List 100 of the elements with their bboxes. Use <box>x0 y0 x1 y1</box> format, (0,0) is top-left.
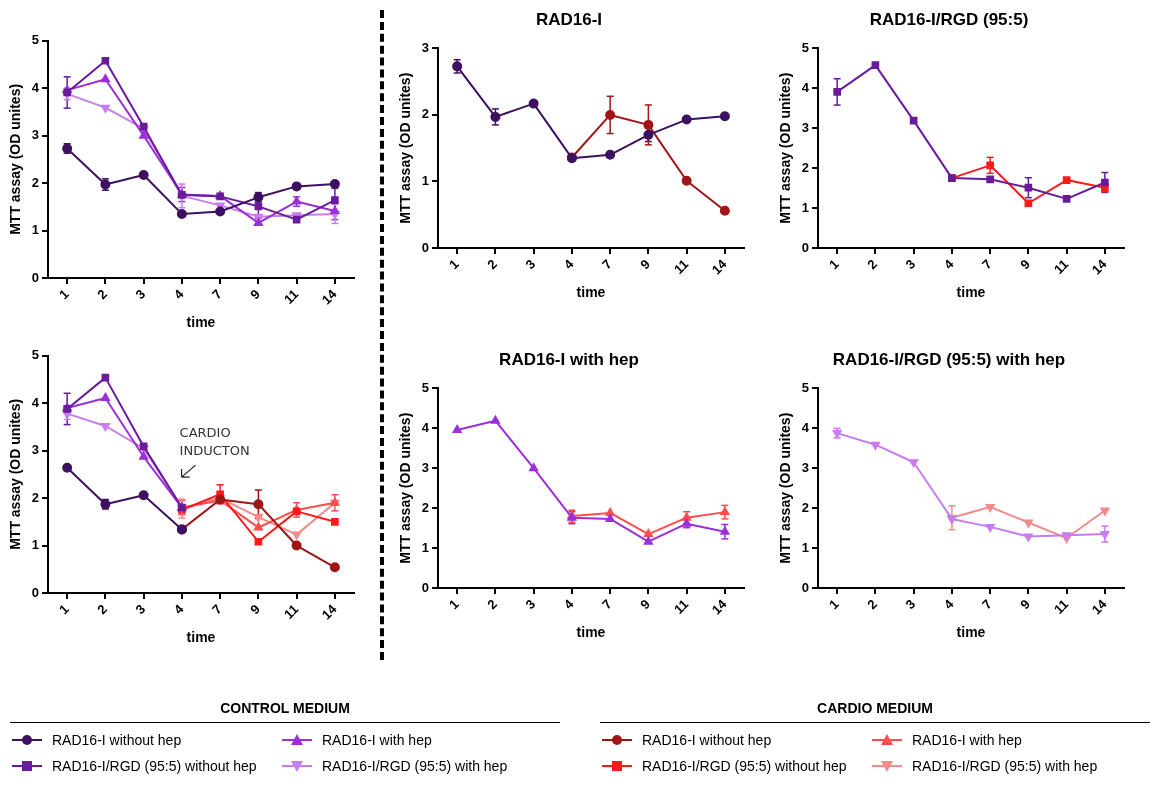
y-tick-label: 3 <box>31 442 40 458</box>
y-tick-label: 1 <box>31 222 40 238</box>
y-tick-label: 3 <box>421 459 430 475</box>
x-tick-label: 4 <box>170 600 188 618</box>
x-tick-label: 9 <box>637 256 654 273</box>
y-tick-label: 2 <box>801 499 810 515</box>
annotation: CARDIO INDUCTON <box>179 425 250 459</box>
y-tick-label: 2 <box>801 159 810 175</box>
x-tick-label: 3 <box>522 256 539 273</box>
x-tick-label: 1 <box>826 256 842 273</box>
x-tick-label: 14 <box>1088 255 1111 278</box>
legend-label: RAD16-I without hep <box>642 732 772 748</box>
x-tick-label: 14 <box>1088 595 1111 618</box>
x-tick-label: 2 <box>484 256 501 273</box>
x-tick-label: 11 <box>1050 596 1072 617</box>
x-tick-label: 3 <box>522 596 539 613</box>
y-tick-label: 1 <box>421 173 430 189</box>
y-tick-label: 5 <box>31 32 40 48</box>
y-tick-label: 4 <box>31 79 40 95</box>
x-tick-label: 1 <box>446 256 462 273</box>
y-tick-label: 2 <box>421 499 430 515</box>
text: CARDIO MEDIUM <box>600 700 1150 723</box>
x-axis-title: time <box>576 284 606 301</box>
x-tick-label: 4 <box>940 595 958 613</box>
y-axis-title: MTT assay (OD unites) <box>777 412 794 564</box>
x-tick-label: 7 <box>209 286 225 303</box>
legend-label: RAD16-I/RGD (95:5) without hep <box>642 758 847 774</box>
y-tick-label: 5 <box>31 347 40 363</box>
y-tick-label: 3 <box>421 39 430 55</box>
x-tick-label: 11 <box>280 286 302 307</box>
x-tick-label: 3 <box>902 256 919 273</box>
y-tick-label: 0 <box>801 239 810 255</box>
y-axis-title: MTT assay (OD unites) <box>777 72 794 224</box>
legend-label: RAD16-I with hep <box>912 732 1022 748</box>
x-tick-label: 7 <box>599 256 615 273</box>
x-axis-title: time <box>956 284 986 301</box>
y-tick-label: 1 <box>31 537 40 553</box>
x-tick-label: 7 <box>979 256 995 273</box>
y-tick-label: 4 <box>421 419 430 435</box>
y-tick-label: 0 <box>421 579 430 595</box>
x-axis-title: time <box>186 629 216 646</box>
x-tick-label: 9 <box>1017 256 1034 273</box>
x-axis-title: time <box>576 624 606 641</box>
legend-label: RAD16-I/RGD (95:5) with hep <box>912 758 1098 774</box>
y-axis-title: MTT assay (OD unites) <box>397 72 414 224</box>
x-tick-label: 1 <box>56 601 72 618</box>
legend-label: RAD16-I without hep <box>52 732 182 748</box>
y-tick-label: 5 <box>801 39 810 55</box>
y-axis-title: MTT assay (OD unites) <box>397 412 414 564</box>
x-tick-label: 2 <box>94 286 111 303</box>
x-tick-label: 2 <box>484 596 501 613</box>
x-tick-label: 4 <box>940 255 958 273</box>
x-tick-label: 9 <box>247 601 264 618</box>
chart-title: RAD16-I/RGD (95:5) with hep <box>832 349 1066 369</box>
y-axis-title: MTT assay (OD unites) <box>7 83 24 235</box>
x-tick-label: 2 <box>864 596 881 613</box>
x-tick-label: 3 <box>132 286 149 303</box>
chart-title: RAD16-I <box>535 9 603 29</box>
y-tick-label: 0 <box>421 239 430 255</box>
y-axis-title: MTT assay (OD unites) <box>7 398 24 550</box>
x-tick-label: 14 <box>708 595 731 618</box>
x-tick-label: 14 <box>318 285 341 308</box>
text: CONTROL MEDIUM <box>10 700 560 723</box>
chart-title: RAD16-I with hep <box>499 349 639 369</box>
x-tick-label: 9 <box>637 596 654 613</box>
x-tick-label: 9 <box>247 286 264 303</box>
x-tick-label: 2 <box>864 256 881 273</box>
x-tick-label: 7 <box>979 596 995 613</box>
y-tick-label: 1 <box>421 539 430 555</box>
x-tick-label: 1 <box>826 596 842 613</box>
legend-label: RAD16-I/RGD (95:5) without hep <box>52 758 257 774</box>
x-tick-label: 14 <box>318 600 341 623</box>
y-tick-label: 3 <box>31 127 40 143</box>
x-tick-label: 1 <box>56 286 72 303</box>
x-tick-label: 11 <box>670 256 692 277</box>
legend-label: RAD16-I/RGD (95:5) with hep <box>322 758 508 774</box>
x-tick-label: 7 <box>209 601 225 618</box>
x-tick-label: 4 <box>560 595 578 613</box>
y-tick-label: 3 <box>801 459 810 475</box>
x-tick-label: 7 <box>599 596 615 613</box>
x-axis-title: time <box>186 314 216 331</box>
x-tick-label: 14 <box>708 255 731 278</box>
x-tick-label: 9 <box>1017 596 1034 613</box>
y-tick-label: 2 <box>421 106 430 122</box>
y-tick-label: 3 <box>801 119 810 135</box>
x-tick-label: 1 <box>446 596 462 613</box>
y-tick-label: 4 <box>801 419 810 435</box>
y-tick-label: 2 <box>31 174 40 190</box>
y-tick-label: 0 <box>801 579 810 595</box>
x-axis-title: time <box>956 624 986 641</box>
y-tick-label: 2 <box>31 489 40 505</box>
y-tick-label: 1 <box>801 539 810 555</box>
legend-label: RAD16-I with hep <box>322 732 432 748</box>
y-tick-label: 5 <box>421 379 430 395</box>
x-tick-label: 4 <box>560 255 578 273</box>
y-tick-label: 1 <box>801 199 810 215</box>
x-tick-label: 11 <box>280 601 302 622</box>
y-tick-label: 0 <box>31 269 40 285</box>
y-tick-label: 4 <box>31 394 40 410</box>
x-tick-label: 3 <box>132 601 149 618</box>
